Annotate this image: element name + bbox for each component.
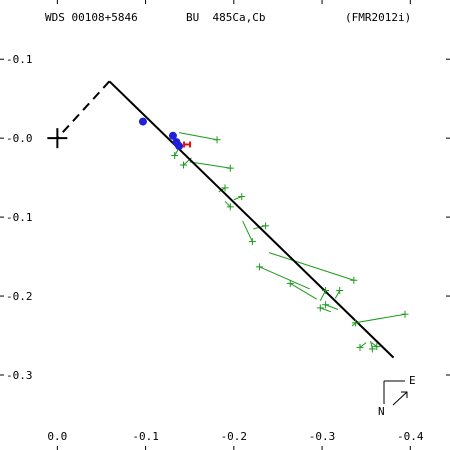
orbit-group <box>56 80 395 359</box>
residual-line <box>354 313 406 324</box>
plus-point <box>226 164 234 172</box>
plus-point <box>286 279 294 287</box>
reference-label: (FMR2012i) <box>345 11 411 24</box>
compass: E N <box>378 374 416 418</box>
compass-north-label: N <box>378 405 385 418</box>
y-tick-label: -0.1 <box>6 211 33 224</box>
plus-point <box>248 238 256 246</box>
discoverer-label: BU 485Ca,Cb <box>186 11 265 24</box>
y-tick-label: -0.1 <box>6 53 33 66</box>
x-tick-label: -0.1 <box>132 430 159 443</box>
residual-line <box>325 304 339 310</box>
plus-point <box>213 136 221 144</box>
plus-point <box>255 263 263 271</box>
x-tick-label: -0.3 <box>309 430 336 443</box>
line-of-nodes <box>56 80 111 139</box>
compass-east-label: E <box>409 374 416 387</box>
residual-line <box>268 252 354 281</box>
residual-line <box>179 132 218 141</box>
plus-point <box>352 319 360 327</box>
primary-star-marker <box>47 128 68 149</box>
compass-arrow-head <box>401 391 408 398</box>
residual-line <box>224 200 231 208</box>
plus-observations <box>171 136 409 353</box>
residual-line <box>290 282 318 300</box>
plus-point <box>238 193 246 201</box>
residual-line <box>259 266 310 290</box>
dot-point <box>168 131 177 140</box>
residual-line <box>334 290 341 299</box>
plus-point <box>373 343 381 351</box>
red-point <box>183 141 192 148</box>
dot-point <box>175 142 184 151</box>
x-tick-label: -0.2 <box>221 430 248 443</box>
wds-label: WDS 00108+5846 <box>45 11 138 24</box>
plus-point <box>322 301 330 309</box>
plus-point <box>368 345 376 353</box>
dot-point <box>138 117 147 126</box>
residual-lines <box>174 132 406 350</box>
residual-line <box>189 161 231 169</box>
residual-line <box>319 290 327 302</box>
plus-point <box>171 152 179 160</box>
y-tick-label: -0.3 <box>6 369 33 382</box>
residual-line <box>371 342 378 347</box>
plus-point <box>180 161 188 169</box>
y-tick-label: -0.2 <box>6 290 33 303</box>
compass-arrow-shaft <box>392 391 408 406</box>
y-tick-label: -0.0 <box>6 132 33 145</box>
plus-point <box>350 276 358 284</box>
residual-line <box>320 307 332 313</box>
plus-point <box>336 287 344 295</box>
x-tick-label: -0.4 <box>397 430 424 443</box>
residual-line <box>351 322 356 327</box>
red-observations <box>183 141 192 148</box>
plus-point <box>221 184 229 192</box>
x-tick-label: 0.0 <box>47 430 67 443</box>
y-tick-labels: -0.1 -0.0 -0.1 -0.2 -0.3 <box>6 53 33 382</box>
plus-point <box>322 287 330 295</box>
orbit-line <box>108 80 395 359</box>
x-tick-labels: -0.4 -0.3 -0.2 -0.1 0.0 <box>47 430 423 443</box>
residual-line <box>242 220 253 242</box>
plus-point <box>262 222 270 230</box>
plus-point <box>356 343 364 351</box>
plus-point <box>226 203 234 211</box>
plus-point <box>401 310 409 318</box>
plus-point <box>316 304 324 312</box>
residual-line <box>233 196 242 201</box>
dot-observations <box>138 117 184 151</box>
residual-line <box>359 342 367 348</box>
